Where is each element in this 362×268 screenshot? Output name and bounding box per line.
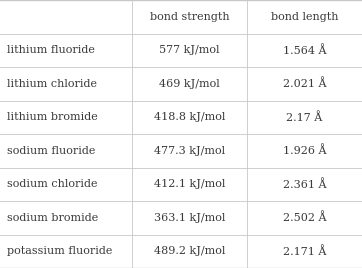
Text: 412.1 kJ/mol: 412.1 kJ/mol [154,179,226,189]
Text: 2.502 Å: 2.502 Å [283,212,327,223]
Text: 489.2 kJ/mol: 489.2 kJ/mol [154,246,226,256]
Text: sodium bromide: sodium bromide [7,213,98,223]
Text: 1.564 Å: 1.564 Å [283,45,327,56]
Text: 477.3 kJ/mol: 477.3 kJ/mol [154,146,225,156]
Text: 418.8 kJ/mol: 418.8 kJ/mol [154,112,226,122]
Text: 363.1 kJ/mol: 363.1 kJ/mol [154,213,226,223]
Text: 469 kJ/mol: 469 kJ/mol [159,79,220,89]
Text: lithium fluoride: lithium fluoride [7,45,94,55]
Text: potassium fluoride: potassium fluoride [7,246,112,256]
Text: sodium chloride: sodium chloride [7,179,97,189]
Text: 1.926 Å: 1.926 Å [283,145,327,156]
Text: 2.361 Å: 2.361 Å [283,179,327,190]
Text: 2.171 Å: 2.171 Å [283,246,326,257]
Text: lithium chloride: lithium chloride [7,79,97,89]
Text: 577 kJ/mol: 577 kJ/mol [159,45,220,55]
Text: bond strength: bond strength [150,12,230,22]
Text: bond length: bond length [271,12,338,22]
Text: lithium bromide: lithium bromide [7,112,97,122]
Text: 2.021 Å: 2.021 Å [283,78,327,89]
Text: sodium fluoride: sodium fluoride [7,146,95,156]
Text: 2.17 Å: 2.17 Å [286,112,323,123]
